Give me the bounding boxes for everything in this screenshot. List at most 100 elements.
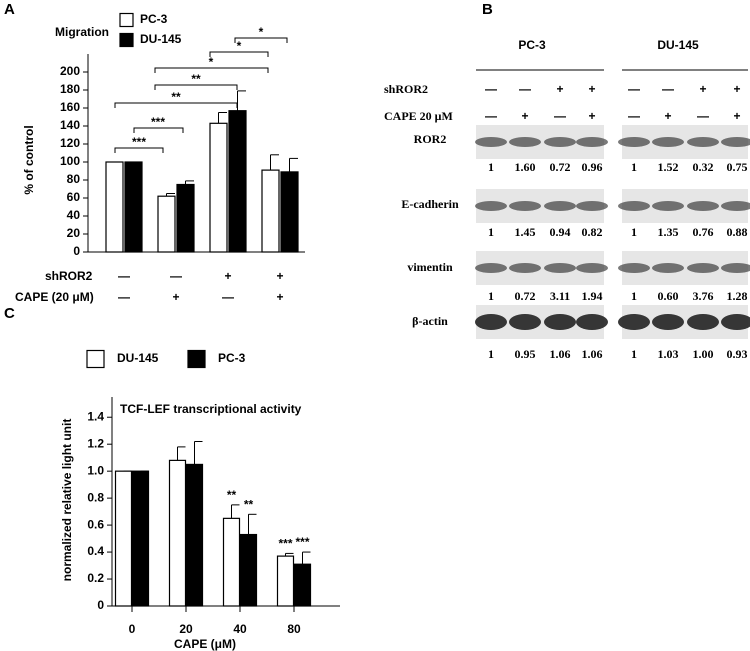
- legend-swatch: [187, 349, 206, 369]
- y-tick-label: 200: [60, 64, 80, 78]
- y-tick-label: 100: [60, 154, 80, 168]
- y-tick-label: 80: [67, 172, 81, 186]
- y-axis-label: % of control: [22, 125, 36, 194]
- blot-band: [687, 137, 719, 147]
- blot-band: [652, 263, 684, 273]
- significance-bracket: [114, 102, 238, 108]
- protein-label: E-cadherin: [401, 197, 459, 211]
- band-quantity: 1.00: [693, 347, 714, 361]
- x-tick-label: 20: [179, 622, 193, 636]
- blot-band: [721, 263, 750, 273]
- condition-sign: —: [554, 109, 566, 123]
- condition-sign: +: [664, 109, 671, 123]
- blot-band: [544, 263, 576, 273]
- band-quantity: 1: [488, 289, 494, 303]
- bar: [261, 169, 280, 253]
- significance-bracket: [114, 147, 164, 153]
- band-quantity: 1: [631, 347, 637, 361]
- condition-sign: +: [699, 82, 706, 96]
- condition-sign: —: [519, 82, 531, 96]
- x-axis-label: CAPE (μM): [174, 637, 236, 651]
- band-quantity: 1.60: [515, 160, 536, 174]
- legend-label: PC-3: [140, 12, 168, 26]
- condition-sign: —: [118, 290, 130, 304]
- significance-label: **: [171, 90, 181, 104]
- y-tick-label: 0.4: [87, 544, 104, 558]
- blot-band: [475, 314, 507, 330]
- protein-label: β-actin: [412, 314, 448, 328]
- blot-band: [509, 137, 541, 147]
- band-quantity: 0.95: [515, 347, 536, 361]
- band-quantity: 1.06: [582, 347, 603, 361]
- y-tick-label: 1.0: [87, 463, 104, 477]
- bar: [293, 563, 312, 607]
- blot-band: [721, 137, 750, 147]
- significance-label: ***: [278, 537, 292, 551]
- significance-label: *: [209, 55, 214, 69]
- significance-bracket: [154, 67, 269, 73]
- bar: [176, 183, 195, 253]
- cell-line-header: DU-145: [657, 38, 699, 52]
- blot-band: [475, 137, 507, 147]
- band-quantity: 0.96: [582, 160, 603, 174]
- blot-band: [652, 314, 684, 330]
- bar: [168, 459, 187, 607]
- bar: [209, 122, 228, 253]
- y-tick-label: 160: [60, 100, 80, 114]
- condition-sign: +: [521, 109, 528, 123]
- condition-label: shROR2: [384, 82, 428, 96]
- condition-sign: —: [485, 82, 497, 96]
- bar: [157, 195, 176, 253]
- band-quantity: 0.88: [727, 225, 748, 239]
- band-quantity: 1.45: [515, 225, 536, 239]
- condition-sign: +: [172, 290, 179, 304]
- blot-band: [687, 201, 719, 211]
- blot-band: [576, 137, 608, 147]
- band-quantity: 3.76: [693, 289, 714, 303]
- condition-sign: +: [276, 269, 283, 283]
- condition-sign: +: [556, 82, 563, 96]
- condition-label: CAPE 20 μM: [384, 109, 453, 123]
- blot-band: [475, 201, 507, 211]
- band-quantity: 1: [488, 347, 494, 361]
- significance-label: **: [244, 497, 254, 511]
- condition-sign: +: [733, 82, 740, 96]
- y-tick-label: 20: [67, 226, 81, 240]
- band-quantity: 0.82: [582, 225, 603, 239]
- chart-title: TCF-LEF transcriptional activity: [120, 402, 302, 416]
- significance-label: *: [237, 39, 242, 53]
- band-quantity: 1.28: [727, 289, 748, 303]
- y-tick-label: 0: [73, 244, 80, 258]
- y-tick-label: 0.6: [87, 517, 104, 531]
- blot-band: [618, 314, 650, 330]
- band-quantity: 0.32: [693, 160, 714, 174]
- legend-swatch: [86, 349, 105, 369]
- significance-bracket: [154, 84, 238, 90]
- condition-sign: —: [628, 82, 640, 96]
- band-quantity: 1.35: [658, 225, 679, 239]
- bar: [185, 463, 204, 607]
- band-quantity: 1: [631, 160, 637, 174]
- significance-label: ***: [151, 115, 165, 129]
- bar: [276, 555, 295, 607]
- y-tick-label: 140: [60, 118, 80, 132]
- significance-label: **: [227, 488, 237, 502]
- y-axis-label: normalized relative light unit: [60, 419, 74, 582]
- bar: [124, 161, 143, 253]
- condition-sign: —: [662, 82, 674, 96]
- chart-title: Migration: [55, 25, 109, 39]
- blot-band: [721, 314, 750, 330]
- y-tick-label: 120: [60, 136, 80, 150]
- blot-band: [509, 314, 541, 330]
- band-quantity: 0.76: [693, 225, 714, 239]
- x-tick-label: 80: [287, 622, 301, 636]
- condition-sign: —: [628, 109, 640, 123]
- band-quantity: 1: [631, 289, 637, 303]
- blot-band: [576, 201, 608, 211]
- legend-swatch: [119, 12, 134, 28]
- band-quantity: 1: [488, 160, 494, 174]
- significance-label: ***: [295, 535, 309, 549]
- y-tick-label: 0.8: [87, 490, 104, 504]
- blot-band: [687, 263, 719, 273]
- y-tick-label: 1.2: [87, 436, 104, 450]
